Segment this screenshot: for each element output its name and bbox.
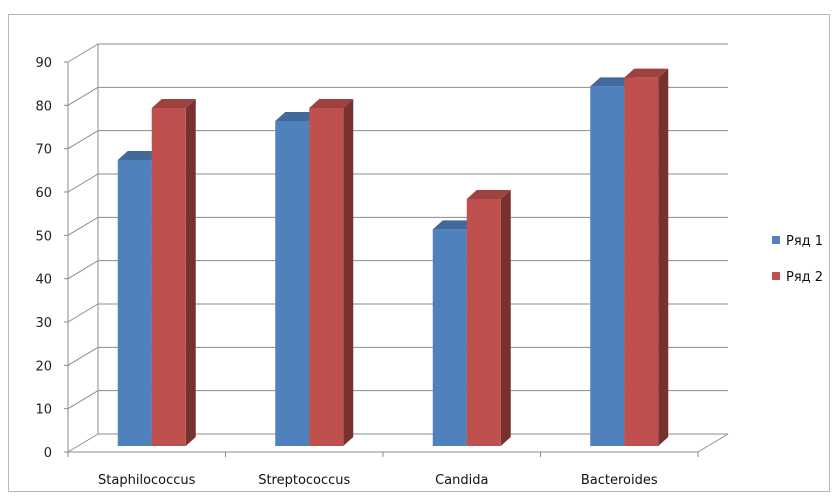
y-tick-label: 90 bbox=[35, 56, 52, 71]
x-tick-label: Bacteroides bbox=[581, 473, 658, 488]
bar-candida-2 bbox=[466, 190, 511, 446]
bars-layer bbox=[117, 68, 669, 447]
y-tick-label: 60 bbox=[35, 186, 52, 201]
bar-top bbox=[151, 99, 196, 108]
y-axis: 0 10 20 30 40 50 60 70 80 90 bbox=[35, 56, 69, 461]
y-tick-label: 10 bbox=[35, 403, 52, 418]
legend-swatch bbox=[772, 236, 780, 244]
bar-front bbox=[624, 77, 659, 447]
bar-staphilococcus-2 bbox=[151, 99, 196, 446]
gridline-depth bbox=[67, 216, 99, 236]
legend-label: Ряд 1 bbox=[786, 234, 823, 249]
legend-label: Ряд 2 bbox=[786, 270, 823, 285]
bar-side bbox=[185, 99, 196, 446]
bar-top bbox=[309, 99, 354, 108]
bar-top bbox=[466, 190, 511, 199]
bar-front bbox=[117, 160, 152, 446]
bar-side bbox=[658, 68, 669, 447]
x-tick-label: Staphilococcus bbox=[98, 473, 196, 488]
bar-front bbox=[466, 199, 501, 446]
bar-front bbox=[590, 86, 625, 446]
y-tick-label: 50 bbox=[35, 229, 52, 244]
y-tick-label: 70 bbox=[35, 143, 52, 158]
bar-side bbox=[500, 190, 511, 446]
bar-top bbox=[590, 77, 635, 87]
bar-top bbox=[432, 220, 477, 230]
bar-top bbox=[624, 68, 669, 78]
y-tick-label: 20 bbox=[35, 359, 52, 374]
bar-front bbox=[275, 121, 310, 446]
gridline-depth bbox=[67, 173, 99, 193]
bar-bacteroides-2 bbox=[624, 68, 669, 447]
bar-front bbox=[432, 229, 467, 446]
gridline-depth bbox=[67, 260, 99, 280]
gridline-depth bbox=[67, 43, 99, 63]
bar-top bbox=[117, 151, 162, 160]
x-tick-label: Candida bbox=[435, 473, 488, 488]
x-axis: Staphilococcus Streptococcus Candida Bacter… bbox=[67, 451, 699, 488]
bar-front bbox=[151, 108, 186, 446]
floor-edge bbox=[697, 433, 729, 453]
y-tick-label: 40 bbox=[35, 273, 52, 288]
legend: Ряд 1 Ряд 2 bbox=[772, 234, 823, 285]
bar-top bbox=[275, 112, 320, 121]
gridline-depth bbox=[67, 303, 99, 323]
y-tick-label: 30 bbox=[35, 316, 52, 331]
y-tick-label: 0 bbox=[44, 446, 52, 461]
bar-streptococcus-2 bbox=[309, 99, 354, 446]
gridline-depth bbox=[67, 130, 99, 150]
bar-side bbox=[343, 99, 354, 446]
gridline-depth bbox=[67, 86, 99, 106]
x-tick-label: Streptococcus bbox=[258, 473, 350, 488]
legend-swatch bbox=[772, 272, 780, 280]
y-tick-label: 80 bbox=[35, 99, 52, 114]
gridline-depth bbox=[67, 346, 99, 366]
gridline-depth bbox=[67, 390, 99, 410]
gridline-depth bbox=[67, 433, 99, 453]
bar-front bbox=[309, 108, 344, 446]
